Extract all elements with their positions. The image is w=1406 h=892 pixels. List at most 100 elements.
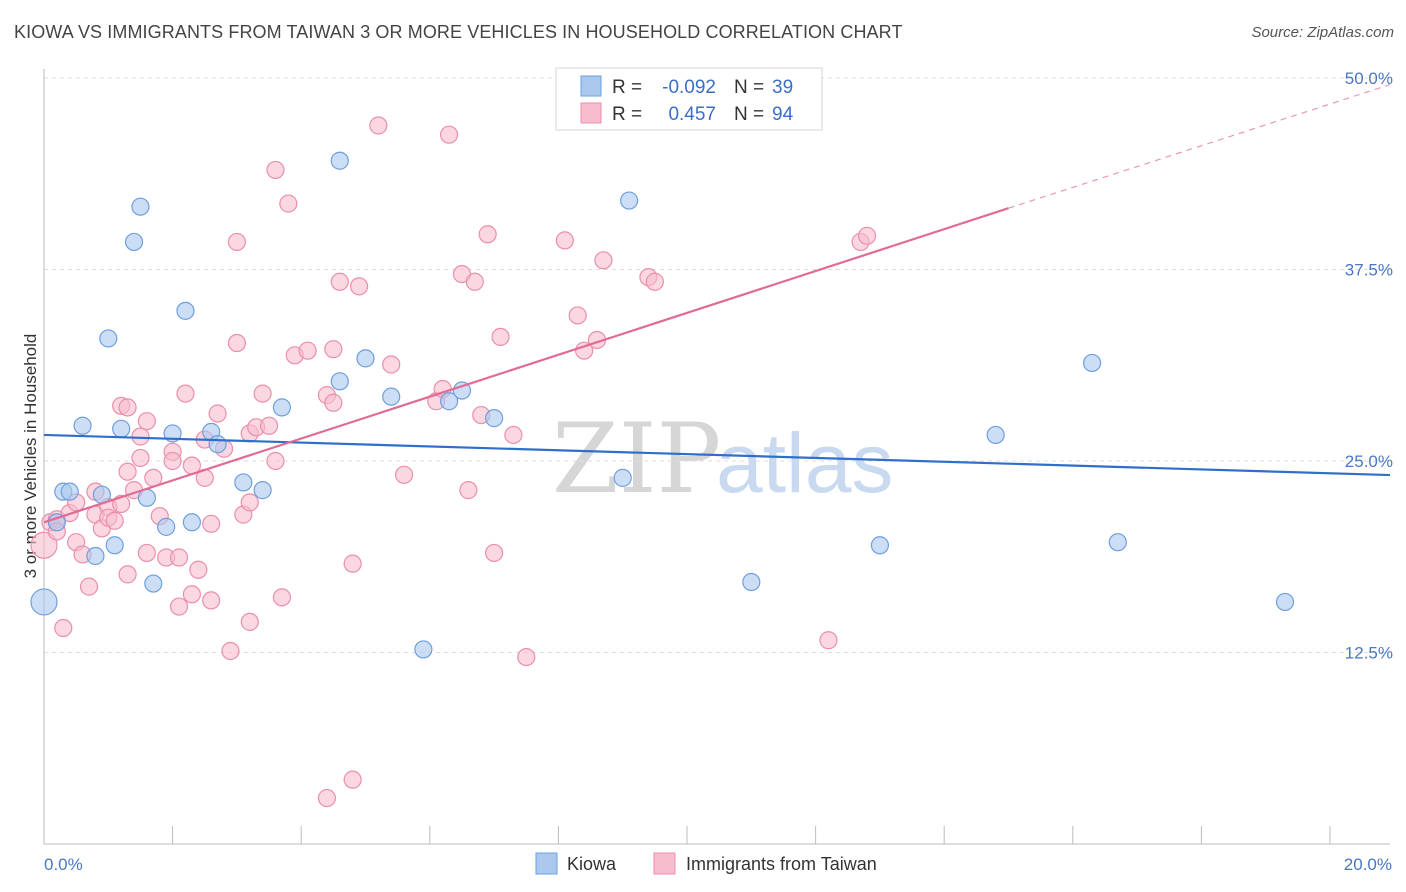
legend-taiwan-n-value: 94 [772, 104, 794, 125]
kiowa-point [272, 398, 292, 417]
taiwan-point [208, 404, 227, 423]
taiwan-trendline [43, 207, 1009, 524]
y-axis-label: 3 or more Vehicles in Household [21, 334, 40, 579]
taiwan-point [202, 514, 221, 533]
bottom-legend-kiowa-label: Kiowa [567, 854, 617, 874]
taiwan-point [504, 425, 523, 445]
taiwan-point [30, 531, 58, 559]
legend-taiwan-n-label: N = [734, 104, 764, 125]
taiwan-point [54, 618, 73, 638]
kiowa-point [356, 349, 375, 368]
taiwan-point [163, 451, 182, 471]
taiwan-point [819, 631, 838, 650]
taiwan-point [485, 543, 504, 563]
taiwan-point [227, 333, 246, 353]
kiowa-point [1082, 353, 1102, 373]
kiowa-point [99, 329, 118, 348]
legend-taiwan-r-label: R = [612, 104, 642, 125]
taiwan-point [343, 554, 362, 573]
legend-kiowa-n-value: 39 [772, 77, 793, 98]
x-tick-label-max: 20.0% [1344, 855, 1392, 874]
kiowa-point [253, 481, 272, 500]
kiowa-point [234, 473, 253, 492]
kiowa-point [1108, 533, 1127, 552]
taiwan-point [517, 647, 536, 667]
x-axis-ticks [43, 826, 1331, 844]
legend-taiwan-swatch [580, 102, 602, 124]
kiowa-point [452, 381, 472, 400]
kiowa-point [208, 435, 227, 454]
bottom-legend-kiowa-swatch [535, 852, 558, 875]
taiwan-point [478, 225, 497, 244]
legend-kiowa-swatch [580, 75, 602, 97]
bottom-legend-taiwan-label: Immigrants from Taiwan [686, 854, 877, 874]
y-tick-label: 12.5% [1345, 644, 1393, 663]
taiwan-point [131, 448, 150, 468]
taiwan-point [324, 340, 343, 359]
kiowa-point [60, 482, 79, 501]
taiwan-point [857, 226, 877, 245]
kiowa-point [1275, 592, 1295, 612]
taiwan-point [118, 462, 137, 481]
bottom-legend-taiwan-swatch [653, 852, 676, 875]
kiowa-point [157, 517, 176, 536]
taiwan-point [240, 612, 259, 631]
kiowa-point [986, 425, 1005, 445]
taiwan-point [240, 493, 259, 512]
kiowa-point [131, 197, 150, 216]
taiwan-point [330, 272, 349, 291]
taiwan-point [491, 327, 510, 347]
taiwan-point [105, 511, 124, 530]
taiwan-point [382, 355, 401, 374]
kiowa-point [144, 574, 163, 593]
taiwan-point [459, 481, 478, 500]
watermark-atlas: atlas [716, 416, 893, 510]
y-tick-label: 37.5% [1345, 261, 1393, 280]
kiowa-point [73, 416, 92, 435]
kiowa-point [620, 191, 639, 210]
kiowa-point [182, 513, 201, 532]
kiowa-point [439, 392, 459, 411]
watermark-zip: ZIP [552, 403, 721, 515]
taiwan-point [568, 306, 587, 325]
taiwan-point [575, 341, 594, 360]
kiowa-point [382, 387, 401, 406]
kiowa-point [330, 372, 349, 391]
taiwan-point [137, 543, 156, 563]
kiowa-point [414, 640, 433, 659]
kiowa-point [176, 301, 195, 320]
taiwan-point [169, 548, 189, 567]
kiowa-points [30, 151, 1295, 659]
kiowa-point [47, 513, 66, 532]
taiwan-point [169, 597, 189, 616]
legend-kiowa-r-value: -0.092 [662, 77, 716, 98]
taiwan-point [118, 398, 137, 417]
kiowa-point [870, 536, 890, 555]
taiwan-trendline-extension [1008, 84, 1391, 209]
kiowa-point [30, 588, 58, 616]
taiwan-point [131, 427, 150, 446]
taiwan-point [227, 232, 246, 252]
legend-kiowa-r-label: R = [612, 77, 642, 98]
kiowa-trendline [43, 433, 1391, 477]
kiowa-point [330, 151, 349, 170]
y-tick-label: 50.0% [1345, 69, 1393, 88]
chart-title: KIOWA VS IMMIGRANTS FROM TAIWAN 3 OR MOR… [14, 22, 903, 42]
taiwan-point [298, 341, 317, 360]
kiowa-point [86, 546, 105, 566]
taiwan-point [118, 565, 137, 584]
kiowa-point [742, 572, 761, 592]
taiwan-point [349, 277, 369, 296]
taiwan-point [272, 588, 292, 607]
taiwan-point [317, 788, 337, 808]
taiwan-point [182, 585, 201, 604]
legend-kiowa-n-label: N = [734, 77, 764, 98]
kiowa-point [124, 232, 144, 252]
taiwan-point [279, 194, 298, 213]
legend-taiwan-r-value: 0.457 [668, 104, 716, 125]
taiwan-point [259, 416, 279, 435]
taiwan-point [343, 770, 362, 789]
taiwan-point [439, 125, 459, 144]
